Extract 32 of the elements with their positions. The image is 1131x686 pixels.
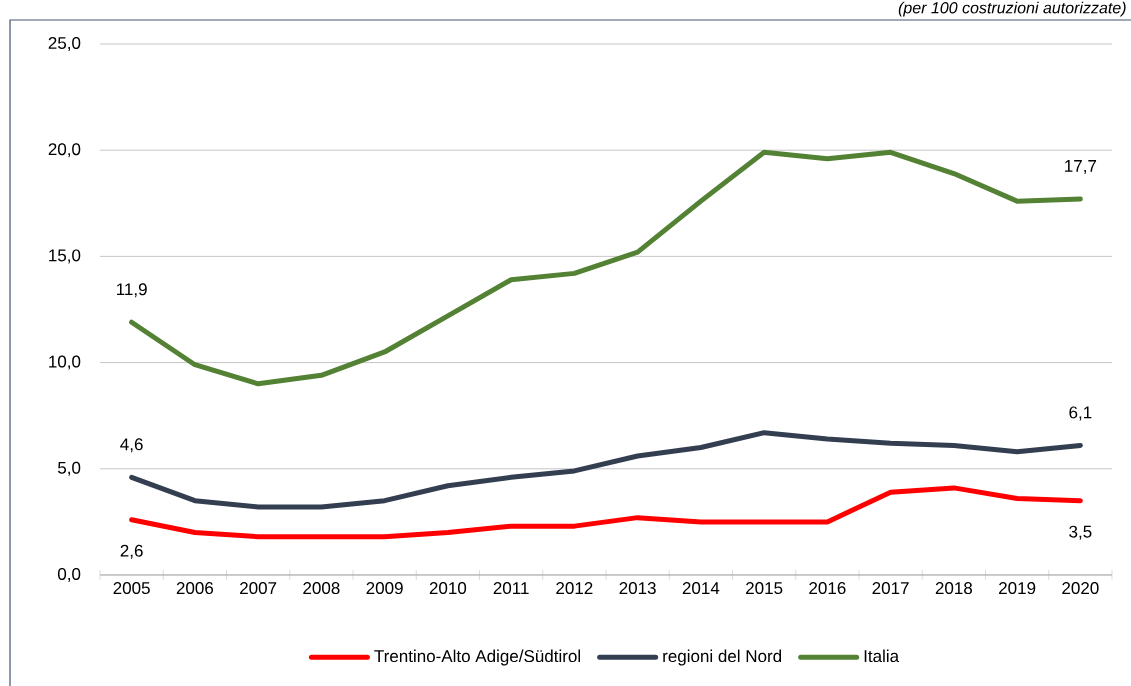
y-tick-label: 15,0 xyxy=(49,249,81,264)
y-tick-label: 0,0 xyxy=(57,567,81,582)
data-label: 6,1 xyxy=(1069,406,1092,421)
data-label: 2,6 xyxy=(120,544,143,559)
y-tick-label: 25,0 xyxy=(48,36,81,52)
x-tick-label: 2006 xyxy=(176,582,214,595)
x-tick-label: 2019 xyxy=(999,582,1036,595)
legend-label: Italia xyxy=(864,649,900,663)
data-label: 17,7 xyxy=(1065,160,1097,174)
x-tick-label: 2014 xyxy=(682,582,720,595)
y-tick-label: 10,0 xyxy=(49,355,81,370)
x-tick-label: 2008 xyxy=(303,582,340,595)
chart-subtitle: (per 100 costruzioni autorizzate) xyxy=(898,1,1126,17)
legend-label: Trentino-Alto Adige/Südtirol xyxy=(374,649,580,666)
x-tick-label: 2020 xyxy=(1062,582,1099,595)
x-tick-label: 2016 xyxy=(809,582,846,595)
x-tick-label: 2009 xyxy=(366,582,403,595)
y-tick-label: 20,0 xyxy=(48,143,81,158)
x-tick-label: 2012 xyxy=(556,582,593,595)
x-tick-label: 2011 xyxy=(493,582,529,595)
y-tick-label: 5,0 xyxy=(58,461,81,476)
data-label: 11,9 xyxy=(117,283,147,298)
x-tick-label: 2010 xyxy=(429,582,467,595)
x-tick-label: 2018 xyxy=(935,582,973,595)
data-label: 4,6 xyxy=(120,438,143,453)
x-tick-label: 2013 xyxy=(619,582,656,595)
data-label: 3,5 xyxy=(1069,525,1092,540)
x-tick-label: 2007 xyxy=(240,582,277,595)
x-tick-label: 2017 xyxy=(872,582,909,595)
x-tick-label: 2005 xyxy=(113,582,150,595)
legend-label: regioni del Nord xyxy=(663,649,782,666)
x-tick-label: 2015 xyxy=(746,582,783,595)
